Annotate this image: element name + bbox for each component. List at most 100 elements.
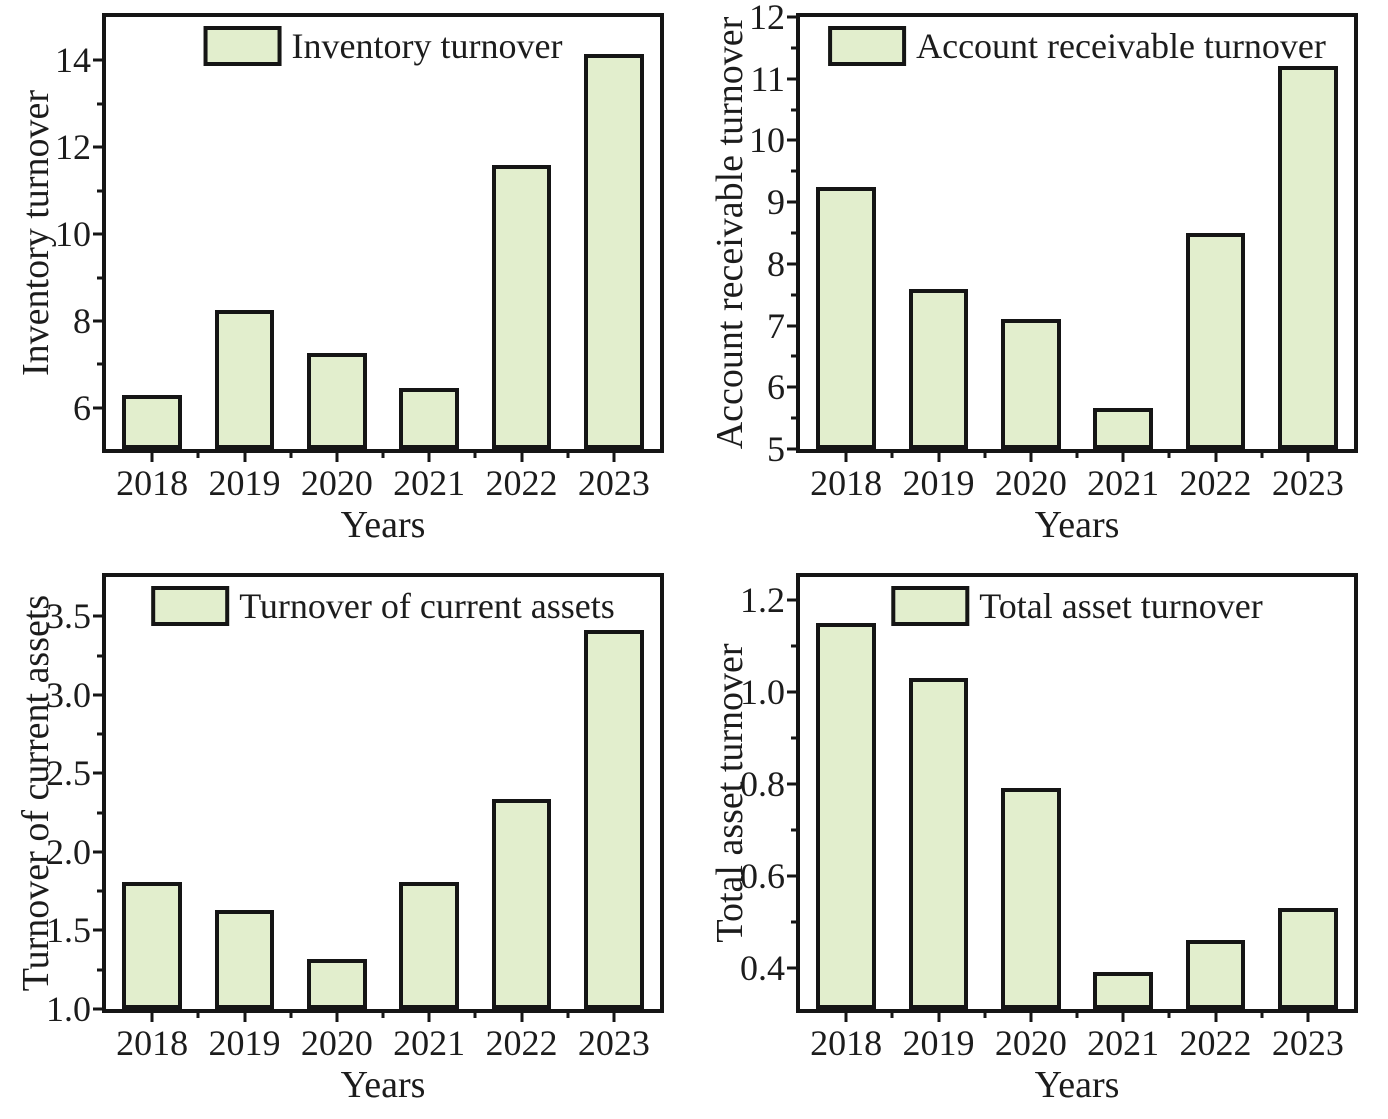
y-minor-tick bbox=[97, 276, 106, 279]
x-minor-tick bbox=[381, 449, 385, 458]
x-major-tick bbox=[150, 1009, 154, 1022]
bar-2019 bbox=[214, 910, 275, 1009]
x-minor-tick bbox=[1167, 1009, 1171, 1018]
legend: Total asset turnover bbox=[891, 586, 1263, 626]
y-tick-label: 2.0 bbox=[46, 831, 91, 872]
plot-area: Account receivable turnover 5 6 7 8 9 10 11 12 2… bbox=[749, 0, 1358, 501]
x-minor-tick bbox=[289, 1009, 293, 1018]
y-tick-label: 8 bbox=[767, 243, 785, 284]
y-tick-label: 3.0 bbox=[46, 674, 91, 715]
y-major-tick bbox=[93, 850, 106, 854]
x-major-tick bbox=[1214, 1009, 1217, 1022]
x-major-tick bbox=[427, 1009, 431, 1022]
bar-2022 bbox=[491, 798, 552, 1009]
x-major-tick bbox=[937, 449, 940, 462]
x-major-tick bbox=[1121, 449, 1125, 462]
x-axis-label: Years bbox=[340, 504, 426, 546]
x-major-tick bbox=[1121, 1009, 1125, 1022]
x-tick-label: 2020 bbox=[994, 463, 1067, 503]
bar-2023 bbox=[1277, 907, 1338, 1009]
y-minor-tick bbox=[791, 46, 800, 50]
y-tick-label: 1.2 bbox=[740, 579, 785, 620]
y-tick-label: 0.6 bbox=[740, 855, 785, 896]
bar-2022 bbox=[491, 164, 552, 449]
x-major-tick bbox=[243, 449, 246, 462]
x-major-tick bbox=[844, 449, 848, 462]
x-tick-label: 2023 bbox=[1271, 463, 1344, 503]
x-major-tick bbox=[427, 449, 431, 462]
x-minor-tick bbox=[566, 449, 570, 458]
bar-2020 bbox=[1000, 788, 1061, 1009]
plot-area: Inventory turnover 6 8 10 12 14 2018 2019 2020 2… bbox=[55, 13, 664, 501]
y-minor-tick bbox=[97, 811, 106, 815]
y-major-tick bbox=[787, 447, 800, 451]
y-major-tick bbox=[787, 324, 800, 328]
x-minor-tick bbox=[983, 449, 987, 458]
bar-2022 bbox=[1185, 233, 1246, 449]
x-tick-label: 2020 bbox=[300, 463, 373, 503]
x-axis-label: Years bbox=[1034, 504, 1120, 546]
chart-current-assets-turnover: Turnover of current assets Turnover of c… bbox=[0, 560, 694, 1119]
x-tick-label: 2020 bbox=[300, 1023, 373, 1063]
y-major-tick bbox=[787, 77, 800, 81]
bar-2021 bbox=[399, 388, 460, 449]
x-tick-label: 2021 bbox=[393, 463, 466, 503]
y-tick-label: 1.5 bbox=[46, 910, 91, 951]
y-major-tick bbox=[787, 200, 800, 204]
y-minor-tick bbox=[97, 362, 106, 366]
x-tick-label: 2019 bbox=[208, 1023, 281, 1063]
y-minor-tick bbox=[791, 736, 800, 740]
x-major-tick bbox=[1029, 449, 1033, 462]
bar-2021 bbox=[1093, 972, 1154, 1009]
x-minor-tick bbox=[983, 1009, 987, 1018]
y-major-tick bbox=[93, 406, 106, 410]
y-tick-label: 1.0 bbox=[46, 989, 91, 1029]
x-major-tick bbox=[612, 1009, 616, 1022]
x-tick-label: 2021 bbox=[1087, 1023, 1160, 1063]
y-minor-tick bbox=[791, 231, 800, 235]
x-major-tick bbox=[844, 1009, 848, 1022]
y-axis-label: Account receivable turnover bbox=[709, 16, 751, 450]
x-major-tick bbox=[335, 449, 339, 462]
y-major-tick bbox=[787, 385, 800, 389]
y-major-tick bbox=[787, 690, 800, 694]
y-major-tick bbox=[93, 145, 106, 149]
y-major-tick bbox=[93, 1007, 106, 1011]
y-tick-label: 2.5 bbox=[46, 753, 91, 794]
y-minor-tick bbox=[97, 732, 106, 736]
plot-area: Turnover of current assets 1.0 1.5 2.0 2.5 3… bbox=[46, 573, 664, 1061]
bar-2018 bbox=[816, 186, 877, 449]
x-major-tick bbox=[1306, 1009, 1310, 1022]
y-tick-label: 10 bbox=[55, 214, 91, 255]
chart-account-receivable-turnover: Account receivable turnover Account rece… bbox=[694, 0, 1388, 560]
x-major-tick bbox=[1214, 449, 1217, 462]
x-tick-label: 2022 bbox=[1179, 463, 1252, 503]
x-tick-label: 2018 bbox=[810, 463, 883, 503]
x-minor-tick bbox=[1167, 449, 1171, 458]
y-tick-label: 5 bbox=[767, 429, 785, 469]
y-minor-tick bbox=[791, 644, 800, 648]
x-minor-tick bbox=[890, 1009, 894, 1018]
y-minor-tick bbox=[791, 828, 800, 832]
y-major-tick bbox=[93, 771, 106, 775]
bar-2019 bbox=[214, 310, 275, 449]
x-axis-label: Years bbox=[340, 1064, 426, 1106]
bar-2019 bbox=[908, 678, 969, 1009]
y-tick-label: 1.0 bbox=[740, 671, 785, 712]
bar-2021 bbox=[399, 881, 460, 1009]
bar-2019 bbox=[908, 288, 969, 449]
x-tick-label: 2023 bbox=[577, 463, 650, 503]
y-major-tick bbox=[787, 262, 800, 266]
bar-2020 bbox=[306, 958, 367, 1009]
x-tick-label: 2018 bbox=[116, 463, 189, 503]
chart-total-asset-turnover: Total asset turnover Total asset turnove… bbox=[694, 560, 1388, 1119]
x-minor-tick bbox=[196, 449, 200, 458]
x-major-tick bbox=[1029, 1009, 1033, 1022]
y-major-tick bbox=[93, 58, 106, 62]
y-major-tick bbox=[93, 928, 106, 932]
y-major-tick bbox=[93, 614, 106, 618]
x-major-tick bbox=[243, 1009, 246, 1022]
y-minor-tick bbox=[791, 354, 800, 358]
y-minor-tick bbox=[97, 189, 106, 193]
